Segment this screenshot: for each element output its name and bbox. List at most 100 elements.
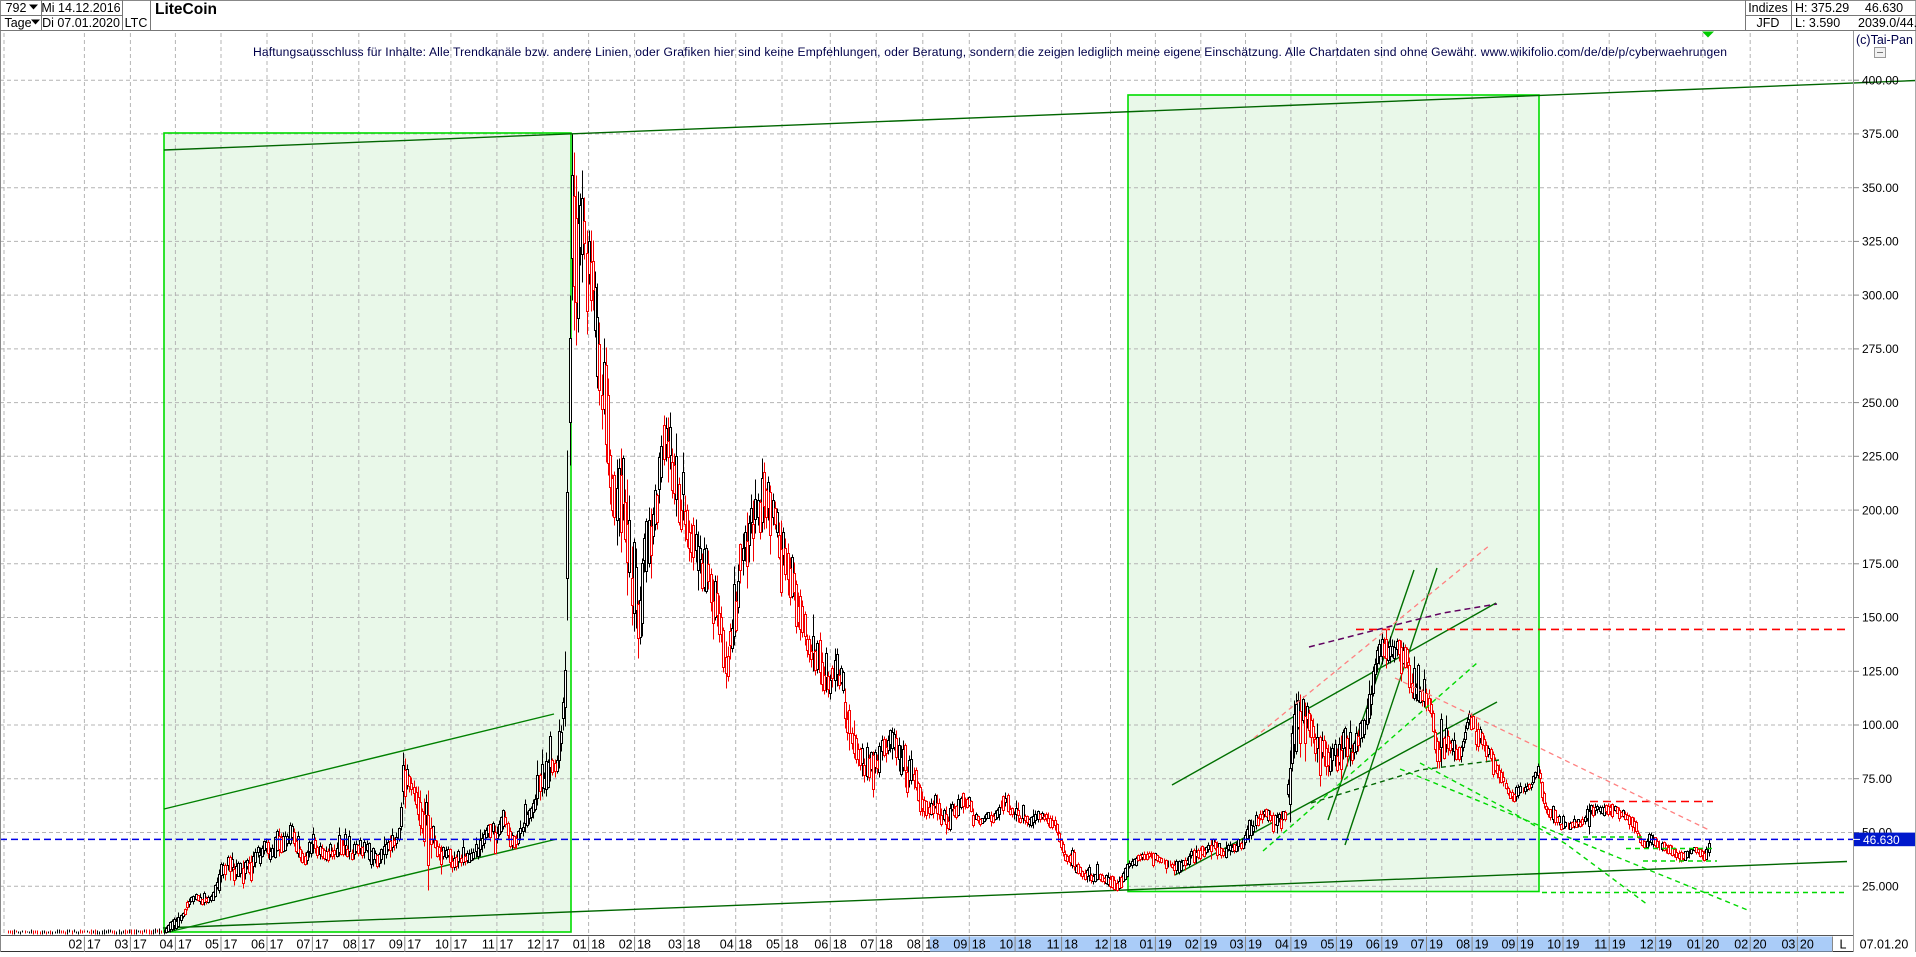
svg-text:25.000: 25.000 [1862, 879, 1899, 893]
svg-text:19: 19 [1203, 938, 1217, 952]
svg-text:08: 08 [907, 938, 921, 952]
svg-text:01: 01 [1139, 938, 1153, 952]
svg-text:10: 10 [435, 938, 449, 952]
svg-text:18: 18 [972, 938, 986, 952]
svg-text:03: 03 [114, 938, 128, 952]
svg-text:11: 11 [482, 938, 495, 952]
svg-text:19: 19 [1339, 938, 1353, 952]
svg-text:08: 08 [343, 938, 357, 952]
svg-text:02: 02 [1185, 938, 1199, 952]
svg-text:07: 07 [296, 938, 310, 952]
svg-text:17: 17 [87, 938, 101, 952]
svg-text:18: 18 [1018, 938, 1032, 952]
svg-text:19: 19 [1429, 938, 1443, 952]
svg-text:04: 04 [720, 938, 734, 952]
svg-text:18: 18 [925, 938, 939, 952]
svg-text:20: 20 [1800, 938, 1814, 952]
svg-text:150.00: 150.00 [1862, 611, 1899, 625]
svg-text:46.630: 46.630 [1865, 1, 1903, 15]
svg-text:20: 20 [1753, 938, 1767, 952]
svg-text:17: 17 [361, 938, 375, 952]
svg-text:17: 17 [453, 938, 467, 952]
svg-text:12: 12 [527, 938, 541, 952]
svg-text:09: 09 [953, 938, 967, 952]
svg-text:400.00: 400.00 [1862, 73, 1899, 87]
svg-text:19: 19 [1658, 938, 1672, 952]
svg-text:Haftungsausschluss für Inhalte: Haftungsausschluss für Inhalte: Alle Tre… [253, 45, 1727, 59]
svg-text:05: 05 [205, 938, 219, 952]
svg-text:19: 19 [1566, 938, 1580, 952]
svg-text:01: 01 [1687, 938, 1701, 952]
svg-text:LiteCoin: LiteCoin [155, 1, 217, 18]
svg-text:250.00: 250.00 [1862, 396, 1899, 410]
svg-text:18: 18 [833, 938, 847, 952]
svg-text:275.00: 275.00 [1862, 342, 1899, 356]
svg-text:19: 19 [1293, 938, 1307, 952]
svg-text:17: 17 [546, 938, 560, 952]
svg-text:18: 18 [785, 938, 799, 952]
svg-text:18: 18 [1113, 938, 1127, 952]
svg-text:792: 792 [6, 1, 27, 15]
svg-text:19: 19 [1520, 938, 1534, 952]
svg-text:300.00: 300.00 [1862, 288, 1899, 302]
svg-text:06: 06 [1366, 938, 1380, 952]
svg-text:04: 04 [159, 938, 173, 952]
svg-text:01: 01 [573, 938, 587, 952]
svg-text:L: L [1840, 938, 1847, 952]
svg-text:02: 02 [68, 938, 82, 952]
svg-text:11: 11 [1594, 938, 1607, 952]
svg-text:(c)Tai-Pan: (c)Tai-Pan [1856, 33, 1913, 47]
svg-text:19: 19 [1384, 938, 1398, 952]
svg-text:09: 09 [1501, 938, 1515, 952]
svg-text:Di 07.01.2020: Di 07.01.2020 [42, 16, 120, 30]
svg-text:06: 06 [251, 938, 265, 952]
svg-text:18: 18 [879, 938, 893, 952]
svg-text:02: 02 [1734, 938, 1748, 952]
svg-text:350.00: 350.00 [1862, 181, 1899, 195]
svg-text:02: 02 [619, 938, 633, 952]
svg-text:17: 17 [499, 938, 513, 952]
svg-text:18: 18 [1064, 938, 1078, 952]
svg-text:19: 19 [1475, 938, 1489, 952]
svg-text:06: 06 [814, 938, 828, 952]
svg-text:07: 07 [860, 938, 874, 952]
svg-text:12: 12 [1095, 938, 1109, 952]
svg-text:07: 07 [1411, 938, 1425, 952]
svg-text:100.00: 100.00 [1862, 718, 1899, 732]
svg-text:LTC: LTC [125, 16, 148, 30]
svg-text:H: 375.29: H: 375.29 [1795, 1, 1849, 15]
svg-text:19: 19 [1612, 938, 1626, 952]
svg-text:JFD: JFD [1757, 16, 1780, 30]
svg-text:Indizes: Indizes [1748, 1, 1788, 15]
svg-text:03: 03 [1781, 938, 1795, 952]
svg-text:17: 17 [133, 938, 147, 952]
svg-text:Tage: Tage [4, 16, 31, 30]
svg-text:17: 17 [270, 938, 284, 952]
svg-text:05: 05 [1320, 938, 1334, 952]
svg-text:19: 19 [1158, 938, 1172, 952]
svg-text:125.00: 125.00 [1862, 665, 1899, 679]
svg-text:175.00: 175.00 [1862, 557, 1899, 571]
svg-text:08: 08 [1456, 938, 1470, 952]
svg-text:46.630: 46.630 [1863, 833, 1900, 847]
svg-text:18: 18 [738, 938, 752, 952]
svg-text:18: 18 [687, 938, 701, 952]
svg-text:17: 17 [178, 938, 192, 952]
svg-text:19: 19 [1248, 938, 1262, 952]
svg-text:10: 10 [1547, 938, 1561, 952]
svg-text:04: 04 [1275, 938, 1289, 952]
svg-text:03: 03 [1230, 938, 1244, 952]
svg-text:07.01.20: 07.01.20 [1860, 938, 1909, 952]
svg-text:Mi 14.12.2016: Mi 14.12.2016 [41, 1, 120, 15]
svg-text:20: 20 [1705, 938, 1719, 952]
svg-text:17: 17 [315, 938, 329, 952]
svg-text:200.00: 200.00 [1862, 503, 1899, 517]
svg-text:09: 09 [389, 938, 403, 952]
svg-text:75.00: 75.00 [1862, 772, 1892, 786]
svg-text:17: 17 [224, 938, 238, 952]
svg-text:12: 12 [1640, 938, 1654, 952]
svg-text:L: 3.590: L: 3.590 [1795, 16, 1840, 30]
svg-text:18: 18 [637, 938, 651, 952]
svg-text:03: 03 [668, 938, 682, 952]
svg-text:325.00: 325.00 [1862, 235, 1899, 249]
